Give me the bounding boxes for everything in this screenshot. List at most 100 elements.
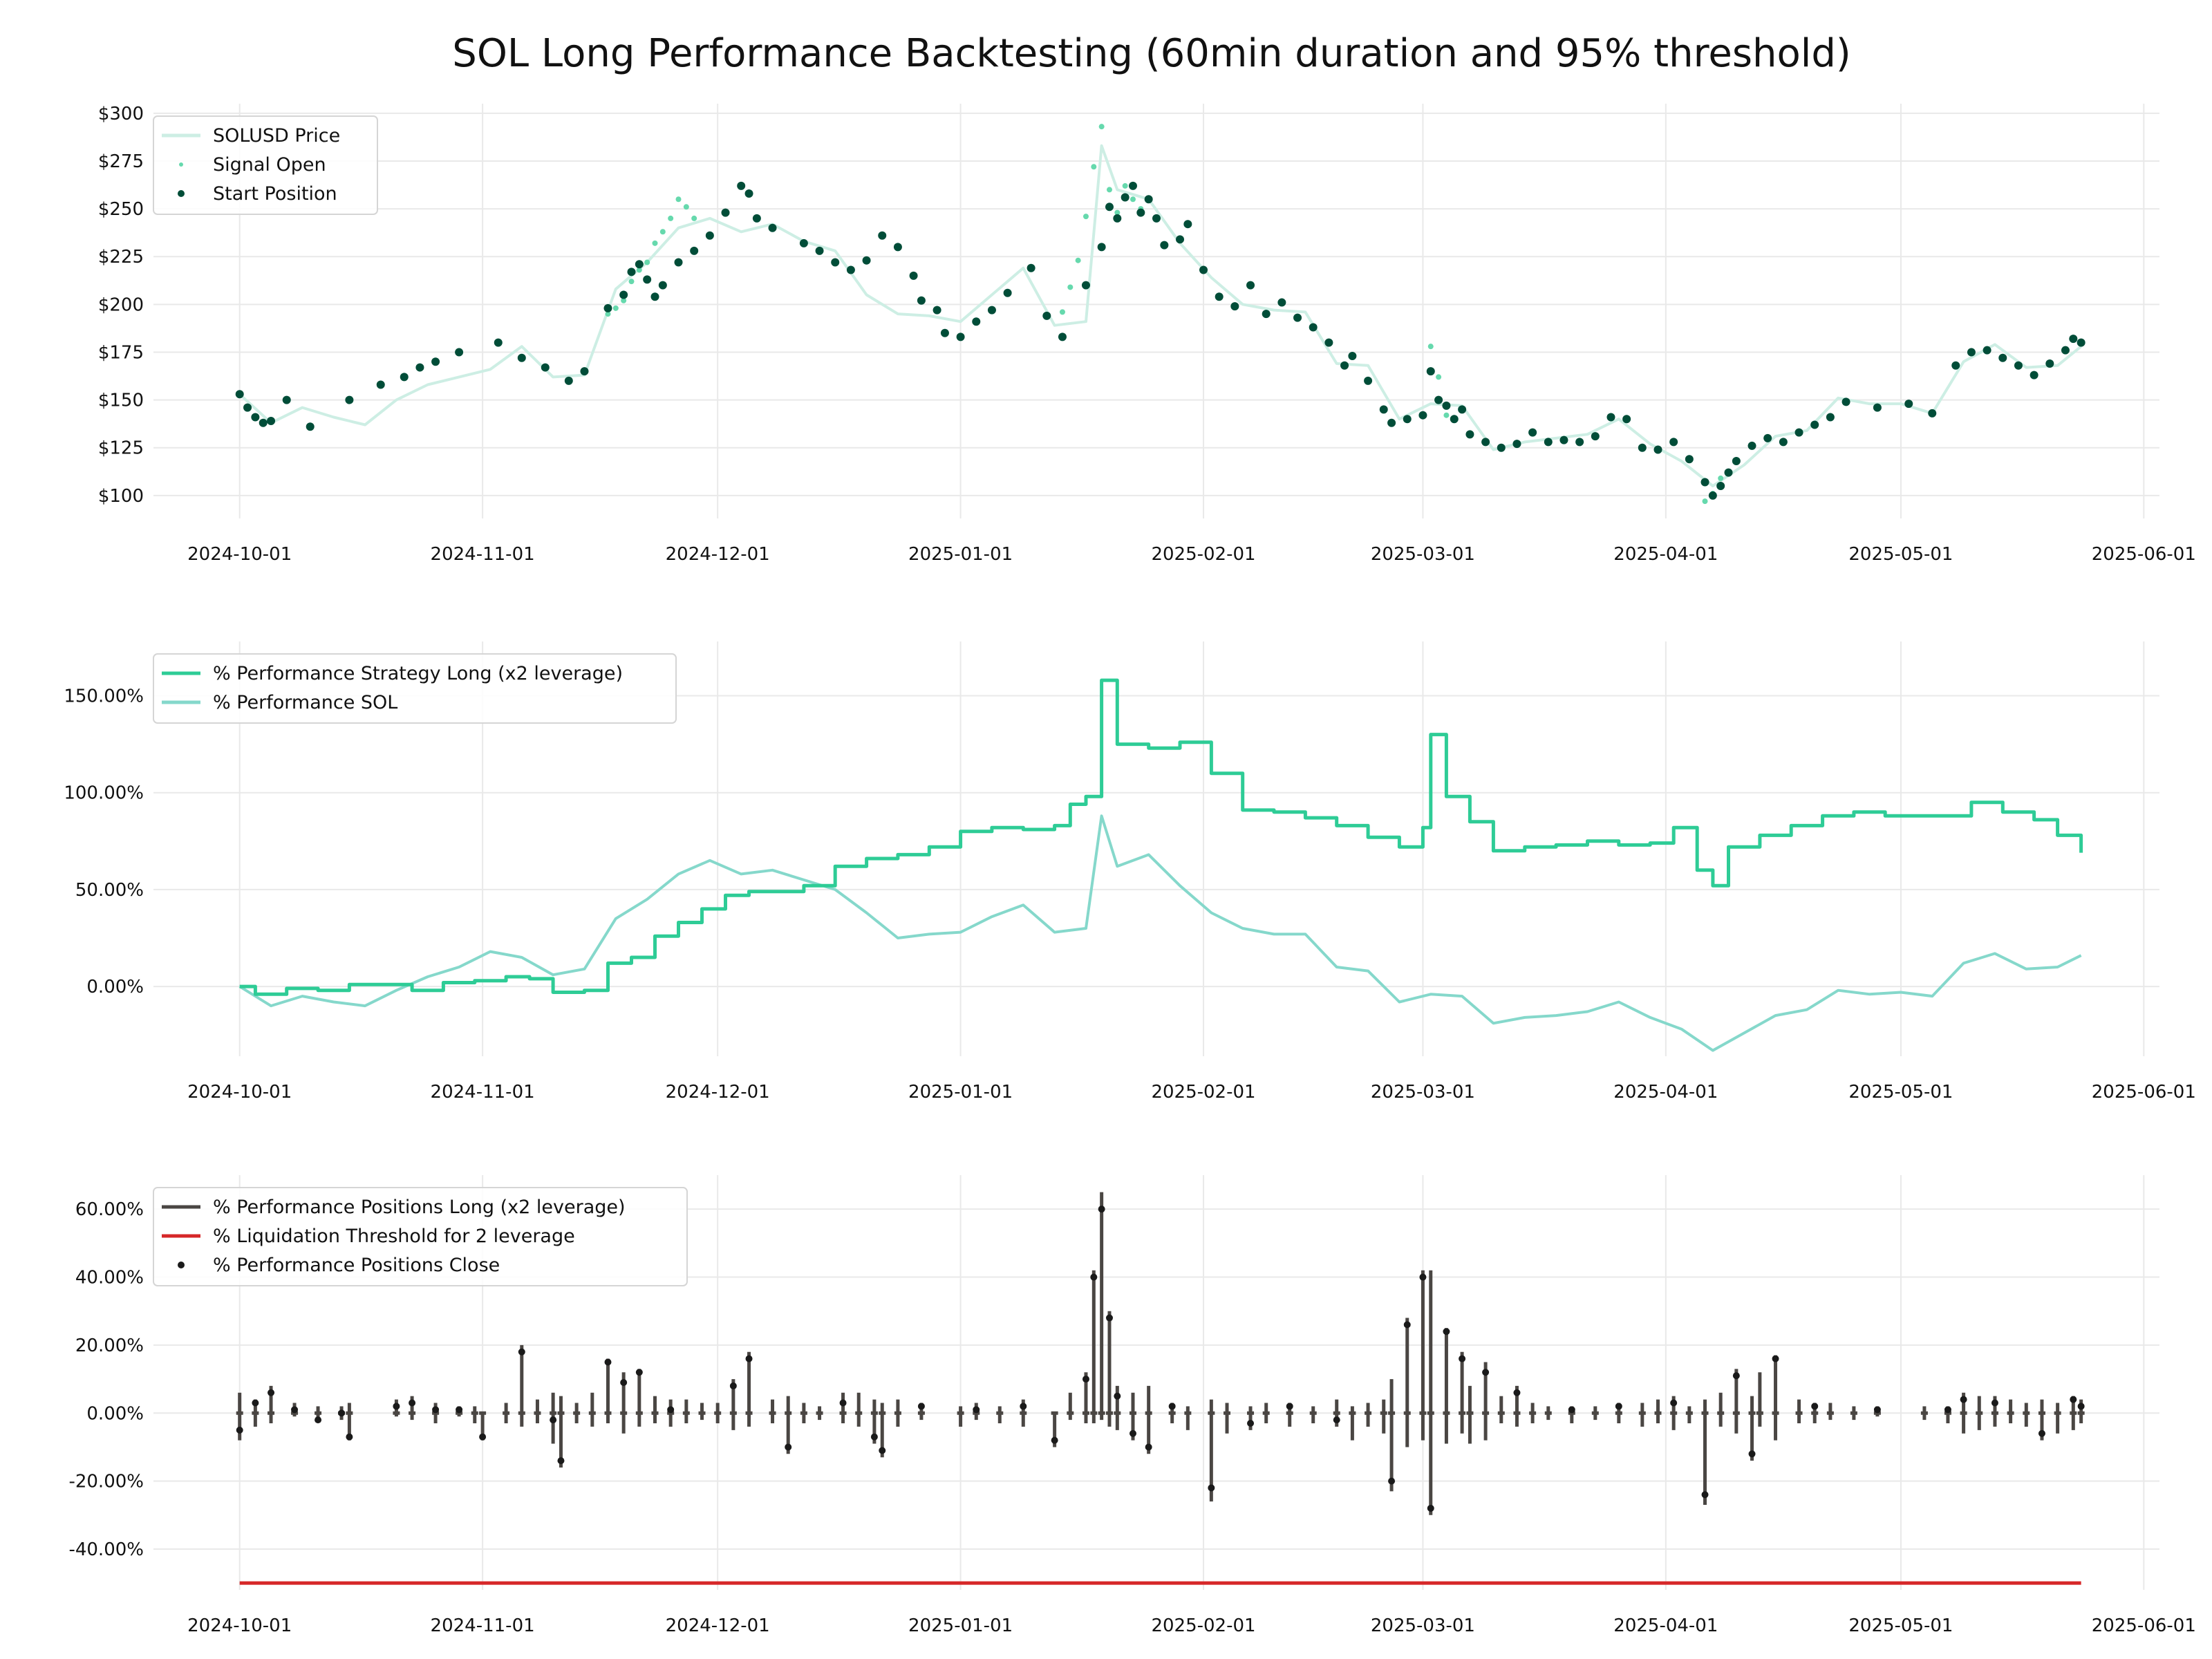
y-tick-label: $125 [98,438,144,459]
signal-open-point [1098,124,1105,130]
start-position-point [909,271,918,280]
start-position-point [235,390,244,399]
start-position-point [1794,428,1803,437]
x-tick-label: 2025-03-01 [1371,544,1475,565]
position-close-point [315,1416,322,1424]
start-position-point [1700,478,1709,487]
x-tick-label: 2025-06-01 [2092,1082,2196,1103]
position-close-point [1145,1443,1152,1451]
position-close-point [667,1406,675,1414]
start-position-point [878,231,887,240]
start-position-point [1128,181,1137,190]
start-position-point [564,376,573,385]
start-position-point [1042,311,1051,320]
start-position-point [1364,376,1373,385]
position-close-point [1129,1430,1136,1437]
start-position-point [831,258,840,267]
signal-open-point [675,196,682,203]
start-position-point [1810,420,1819,429]
start-position-point [690,246,699,255]
start-position-point [1544,438,1553,447]
start-position-point [1528,428,1537,437]
start-position-point [1176,235,1185,244]
signal-open-point [652,240,658,246]
position-close-point [604,1358,612,1366]
start-position-point [1841,397,1850,406]
start-position-point [815,246,824,255]
x-tick-label: 2024-11-01 [431,544,535,565]
x-tick-label: 2025-05-01 [1848,1082,1953,1103]
legend-entry: Signal Open [213,154,326,176]
x-tick-label: 2025-02-01 [1151,1082,1255,1103]
legend-entry: SOLUSD Price [213,125,340,147]
start-position-point [517,353,526,362]
start-position-point [1708,491,1717,500]
x-tick-label: 2025-04-01 [1613,544,1718,565]
start-position-point [1230,302,1239,311]
start-position-point [1277,298,1286,307]
solusd-price-line [238,144,2082,487]
start-position-point [1826,413,1835,422]
chart-title: SOL Long Performance Backtesting (60min … [452,31,1850,76]
signal-open-point [1427,344,1434,350]
start-position-point [1967,348,1976,357]
start-position-point [2077,338,2086,347]
position-close-point [557,1457,565,1465]
performance-panel: 0.00% 50.00% 100.00% 150.00% 2024-10-01 2024-… [64,641,2196,1103]
y-tick-label: 150.00% [64,686,144,707]
start-position-point [1003,288,1012,297]
start-position-point [1418,411,1427,420]
position-close-point [1419,1273,1427,1281]
position-close-point [2070,1396,2077,1403]
legend-entry: % Performance Positions Close [213,1255,500,1276]
start-position-point [1873,403,1882,412]
start-position-point [1379,405,1388,414]
start-position-point [1622,415,1631,424]
start-position-point [1309,323,1318,332]
start-position-point [1348,351,1357,360]
signal-open-point [605,311,611,317]
position-close-point [1615,1403,1622,1410]
start-position-point [1575,438,1584,447]
start-position-point [1481,438,1490,447]
position-close-point [1482,1369,1490,1376]
y-tick-label: -20.00% [68,1472,144,1492]
signal-open-point [1106,187,1112,193]
start-position-point [580,367,589,376]
position-close-point [432,1406,440,1414]
start-position-point [1951,361,1960,370]
legend-entry: % Liquidation Threshold for 2 leverage [213,1226,575,1247]
signal-open-point [1082,214,1089,220]
y-tick-label: 0.00% [86,977,144,997]
signal-open-point [636,267,642,273]
start-position-point [1340,361,1349,370]
start-position-point [1450,415,1459,424]
x-tick-label: 2024-12-01 [666,544,770,565]
signal-open-point [1443,412,1450,418]
legend-entry: Start Position [213,183,337,205]
start-position-point [1512,440,1521,449]
position-close-point [1098,1206,1105,1213]
position-close-point [1286,1403,1293,1410]
position-close-point [1732,1372,1740,1380]
start-position-point [541,363,550,372]
start-position-point [744,189,753,198]
position-close-point [839,1399,847,1407]
start-position-point [1262,310,1271,319]
position-close-point [1082,1376,1089,1383]
start-position-point [259,418,268,427]
y-tick-label: 50.00% [75,880,144,901]
x-tick-label: 2024-11-01 [431,1082,535,1103]
signal-open-point [1130,196,1136,203]
start-position-point [1669,438,1678,447]
start-position-point [306,422,315,431]
start-position-point [862,256,871,265]
start-position-point [1027,263,1035,272]
start-position-point [1293,313,1302,322]
position-close-point [1388,1477,1396,1485]
start-position-point [1724,468,1733,477]
start-position-point [752,214,761,223]
start-position-point [1685,455,1694,464]
x-tick-label: 2024-12-01 [666,1615,770,1636]
start-position-point [2045,359,2054,368]
